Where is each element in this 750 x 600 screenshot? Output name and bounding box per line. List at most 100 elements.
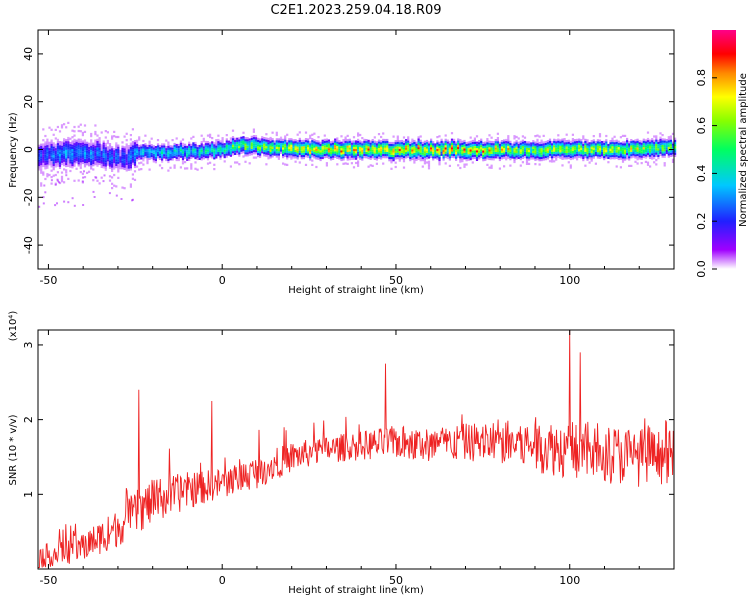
heatmap-cell (455, 152, 458, 155)
heatmap-cell (302, 144, 305, 147)
heatmap-cell (430, 147, 433, 150)
heatmap-cell (131, 145, 134, 148)
heatmap-cell (523, 151, 527, 154)
heatmap-cell (94, 163, 97, 166)
heatmap-cell (131, 199, 133, 202)
heatmap-cell (315, 153, 318, 156)
heatmap-cell (463, 150, 466, 153)
heatmap-cell (167, 160, 170, 164)
heatmap-cell (219, 148, 222, 152)
heatmap-cell (588, 144, 591, 147)
heatmap-cell (663, 164, 666, 167)
heatmap-cell (327, 139, 330, 142)
heatmap-cell (350, 153, 353, 156)
heatmap-cell (115, 144, 118, 147)
heatmap-cell (288, 153, 291, 156)
heatmap-cell (73, 145, 76, 148)
heatmap-cell (571, 148, 574, 151)
heatmap-cell (96, 151, 99, 154)
heatmap-cell (363, 145, 366, 148)
heatmap-cell (83, 176, 87, 179)
heatmap-cell (536, 153, 539, 156)
heatmap-cell (382, 138, 385, 141)
heatmap-cell (396, 137, 399, 140)
heatmap-cell (569, 142, 572, 146)
heatmap-cell (40, 169, 43, 172)
heatmap-cell (398, 159, 401, 162)
heatmap-cell (42, 154, 45, 157)
heatmap-cell (302, 139, 305, 142)
heatmap-cell (111, 163, 114, 166)
heatmap-cell (319, 156, 322, 159)
heatmap-cell (561, 147, 564, 150)
heatmap-cell (71, 197, 74, 200)
heatmap-cell (551, 147, 554, 150)
heatmap-cell (367, 150, 370, 153)
heatmap-cell (242, 131, 245, 134)
heatmap-cell (52, 150, 55, 154)
heatmap-cell (567, 141, 570, 144)
heatmap-cell (119, 160, 122, 163)
heatmap-cell (461, 157, 464, 160)
heatmap-cell (417, 138, 420, 141)
heatmap-cell (515, 142, 518, 145)
heatmap-cell (319, 152, 322, 155)
heatmap-cell (644, 160, 647, 163)
heatmap-cell (438, 141, 441, 144)
heatmap-cell (125, 147, 128, 150)
heatmap-cell (638, 142, 641, 145)
heatmap-cell (81, 157, 84, 160)
heatmap-cell (140, 153, 143, 156)
heatmap-cell (56, 125, 59, 129)
heatmap-cell (655, 148, 658, 151)
heatmap-cell (46, 166, 49, 169)
heatmap-cell (586, 139, 589, 142)
heatmap-cell (634, 149, 637, 153)
heatmap-cell (628, 143, 631, 146)
heatmap-cell (601, 147, 604, 150)
heatmap-cell (313, 154, 316, 157)
heatmap-cell (133, 142, 137, 145)
heatmap-cell (275, 133, 278, 137)
heatmap-cell (263, 145, 266, 148)
heatmap-cell (234, 142, 237, 145)
heatmap-cell (63, 153, 66, 156)
heatmap-cell (450, 140, 454, 143)
heatmap-cell (121, 167, 124, 170)
heatmap-cell (402, 142, 406, 146)
heatmap-cell (471, 144, 474, 147)
heatmap-cell (630, 145, 633, 148)
heatmap-cell (536, 143, 539, 146)
heatmap-cell (548, 138, 552, 141)
heatmap-cell (605, 143, 608, 146)
heatmap-cell (430, 138, 433, 141)
heatmap-cell (298, 137, 301, 140)
heatmap-cell (634, 156, 637, 159)
heatmap-cell (148, 147, 151, 150)
heatmap-cell (561, 155, 564, 158)
heatmap-cell (108, 153, 112, 156)
heatmap-cell (342, 145, 345, 148)
heatmap-cell (571, 138, 574, 141)
heatmap-cell (471, 157, 474, 160)
heatmap-cell (467, 143, 470, 146)
heatmap-cell (536, 134, 539, 137)
heatmap-cell (442, 147, 445, 150)
heatmap-cell (486, 150, 489, 154)
heatmap-cell (536, 151, 539, 154)
heatmap-cell (190, 148, 193, 151)
heatmap-cell (369, 164, 372, 167)
heatmap-cell (92, 168, 95, 171)
heatmap-cell (355, 153, 358, 156)
heatmap-cell (457, 140, 460, 143)
heatmap-cell (336, 148, 339, 151)
heatmap-cell (555, 143, 558, 146)
heatmap-cell (488, 142, 491, 146)
heatmap-cell (329, 156, 333, 159)
heatmap-cell (227, 144, 230, 148)
heatmap-cell (557, 151, 560, 154)
heatmap-cell (453, 149, 456, 152)
heatmap-cell (494, 149, 497, 152)
heatmap-cell (60, 147, 64, 150)
heatmap-cell (553, 160, 556, 163)
